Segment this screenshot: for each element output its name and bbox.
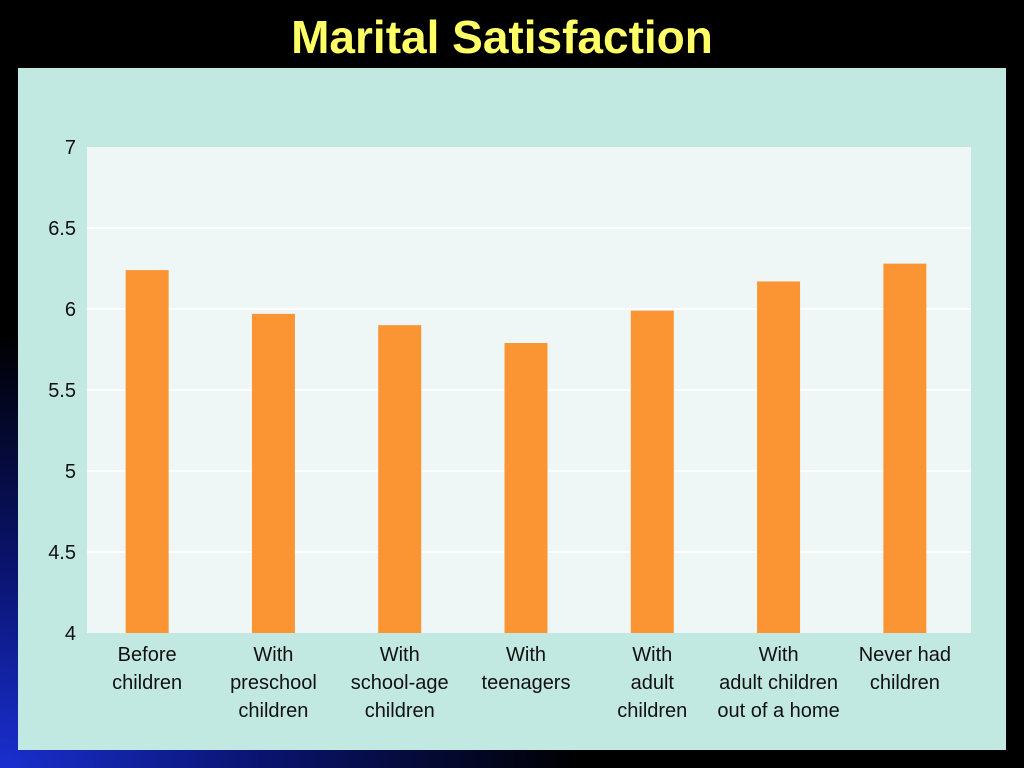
category-label: Before children bbox=[112, 644, 182, 694]
category-label: With teenagers bbox=[482, 644, 571, 694]
slide-title: Marital Satisfaction bbox=[291, 11, 713, 63]
category-label: With school-age children bbox=[351, 644, 449, 722]
y-tick-label: 4 bbox=[65, 623, 76, 645]
y-tick-label: 6.5 bbox=[48, 218, 76, 240]
y-tick-label: 5.5 bbox=[48, 380, 76, 402]
bar bbox=[504, 343, 548, 633]
bar bbox=[125, 270, 169, 633]
y-tick-label: 7 bbox=[65, 137, 76, 159]
bar bbox=[378, 325, 422, 633]
category-label: With adult children bbox=[617, 644, 687, 722]
category-label: With adult children out of a home bbox=[717, 644, 839, 722]
bar bbox=[251, 313, 295, 633]
category-label: With preschool children bbox=[230, 644, 317, 722]
y-tick-label: 4.5 bbox=[48, 542, 76, 564]
bar bbox=[757, 281, 801, 633]
y-tick-label: 6 bbox=[65, 299, 76, 321]
category-label: Never had children bbox=[859, 644, 951, 694]
y-tick-label: 5 bbox=[65, 461, 76, 483]
bar bbox=[883, 263, 927, 633]
bar bbox=[630, 310, 674, 633]
